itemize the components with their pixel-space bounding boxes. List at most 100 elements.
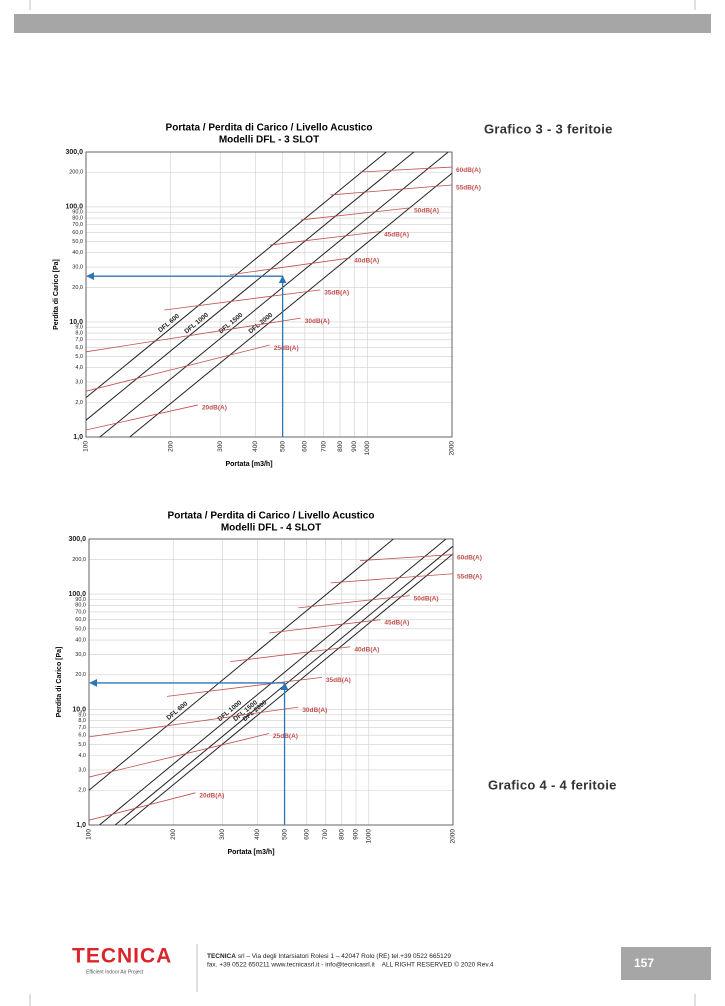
- series-label: 25dB(A): [273, 733, 298, 740]
- series-line: [89, 733, 270, 778]
- y-tick-label: 60,0: [72, 230, 83, 236]
- page-number: 157: [634, 956, 654, 970]
- series-line: [124, 553, 453, 825]
- y-tick-label: 300,0: [65, 149, 83, 156]
- series-line: [86, 344, 270, 392]
- y-tick-label: 70,0: [72, 222, 83, 228]
- y-tick-label: 1,0: [76, 822, 86, 829]
- series-line: [99, 152, 449, 437]
- series-line: [166, 676, 322, 697]
- y-axis-label: Perdita di Carico [Pa]: [53, 259, 60, 330]
- series-line: [298, 595, 410, 609]
- series-label: DFL 600: [165, 700, 189, 722]
- series-line: [89, 792, 196, 821]
- y-tick-label: 80,0: [75, 603, 86, 609]
- series-line: [164, 289, 321, 311]
- series-line: [330, 573, 453, 584]
- series-line: [269, 231, 381, 246]
- caption: Grafico 4 - 4 feritoie: [488, 777, 617, 792]
- x-tick-label: 300: [219, 829, 226, 840]
- series-line: [229, 257, 351, 276]
- series-label: 50dB(A): [414, 208, 439, 215]
- address: srl – Via degli Intarsiatori Rolesi 1 – …: [238, 953, 452, 960]
- footer-line: fax. +39 0522 650211 www.tecnicasrl.it -…: [207, 961, 494, 969]
- x-tick-label: 2000: [449, 441, 456, 456]
- series-line: [89, 706, 299, 738]
- y-tick-label: 70,0: [75, 609, 86, 615]
- y-tick-label: 30,0: [75, 652, 86, 658]
- series-line: [86, 404, 199, 431]
- series-line: [129, 172, 452, 437]
- x-tick-label: 1000: [365, 829, 372, 844]
- x-tick-label: 600: [303, 829, 310, 840]
- series-line: [360, 166, 452, 173]
- y-tick-label: 5,0: [75, 354, 83, 360]
- series-label: 30dB(A): [305, 318, 330, 325]
- y-tick-label: 2,0: [75, 400, 83, 406]
- x-tick-label: 900: [351, 441, 358, 452]
- y-tick-label: 8,0: [75, 331, 83, 337]
- x-tick-label: 700: [320, 441, 327, 452]
- y-tick-label: 90,0: [75, 597, 86, 603]
- y-tick-label: 100,0: [65, 204, 83, 211]
- y-tick-label: 6,0: [75, 345, 83, 351]
- series-line: [99, 539, 447, 825]
- series-label: 40dB(A): [354, 646, 379, 653]
- y-tick-label: 2,0: [78, 788, 86, 794]
- series-line: [89, 539, 394, 791]
- series-label: 50dB(A): [414, 595, 439, 602]
- series-label: 35dB(A): [324, 290, 349, 297]
- series-label: DFL 600: [157, 313, 181, 335]
- chart-subtitle: Modelli DFL - 4 SLOT: [221, 523, 321, 534]
- series-line: [268, 619, 381, 634]
- x-tick-label: 500: [279, 441, 286, 452]
- x-tick-label: 800: [338, 829, 345, 840]
- x-tick-label: 100: [86, 829, 93, 840]
- y-axis-label: Perdita di Carico [Pa]: [56, 647, 63, 718]
- x-axis-label: Portata [m3/h]: [225, 461, 272, 468]
- page-number-box: [621, 947, 711, 980]
- chart: Portata / Perdita di Carico / Livello Ac…: [56, 511, 482, 856]
- y-tick-label: 40,0: [75, 637, 86, 643]
- footer-line: TECNICA srl – Via degli Intarsiatori Rol…: [207, 953, 451, 960]
- series-label: 40dB(A): [354, 258, 379, 265]
- y-tick-label: 100,0: [68, 591, 86, 598]
- series-label: 45dB(A): [384, 231, 409, 238]
- series-line: [86, 317, 301, 353]
- company: TECNICA: [207, 953, 236, 960]
- series-line: [359, 554, 453, 561]
- y-tick-label: 7,0: [78, 725, 86, 731]
- y-tick-label: 40,0: [72, 250, 83, 256]
- series-line: [300, 207, 411, 221]
- series-line: [86, 152, 415, 421]
- series-label: 20dB(A): [199, 793, 224, 800]
- chart: Portata / Perdita di Carico / Livello Ac…: [53, 123, 481, 468]
- y-tick-label: 200,0: [69, 170, 83, 176]
- series-label: 55dB(A): [456, 185, 481, 192]
- y-tick-label: 200,0: [72, 557, 86, 563]
- series-label: DFL 1500: [218, 311, 245, 335]
- chart-title: Portata / Perdita di Carico / Livello Ac…: [166, 123, 373, 134]
- plot-frame: [85, 151, 453, 438]
- x-axis-label: Portata [m3/h]: [227, 849, 274, 856]
- logo: TECNICA: [72, 945, 172, 968]
- series-line: [330, 184, 452, 196]
- y-tick-label: 9,0: [78, 712, 86, 718]
- footer: TECNICA Efficient Indoor Air Project TEC…: [72, 944, 711, 992]
- x-tick-label: 900: [353, 829, 360, 840]
- y-tick-label: 20,0: [75, 672, 86, 678]
- x-tick-label: 400: [252, 441, 259, 452]
- x-tick-label: 200: [167, 441, 174, 452]
- charts: Portata / Perdita di Carico / Livello Ac…: [53, 123, 482, 856]
- x-tick-label: 800: [337, 441, 344, 452]
- y-tick-label: 20,0: [72, 285, 83, 291]
- series-line: [86, 152, 387, 398]
- chart-title: Portata / Perdita di Carico / Livello Ac…: [168, 511, 375, 522]
- chart-subtitle: Modelli DFL - 3 SLOT: [219, 135, 319, 146]
- series-label: 55dB(A): [457, 573, 482, 580]
- y-tick-label: 4,0: [78, 753, 86, 759]
- crop-marks: [29, 0, 696, 1006]
- x-tick-label: 1000: [364, 441, 371, 456]
- y-tick-label: 10,0: [69, 319, 83, 326]
